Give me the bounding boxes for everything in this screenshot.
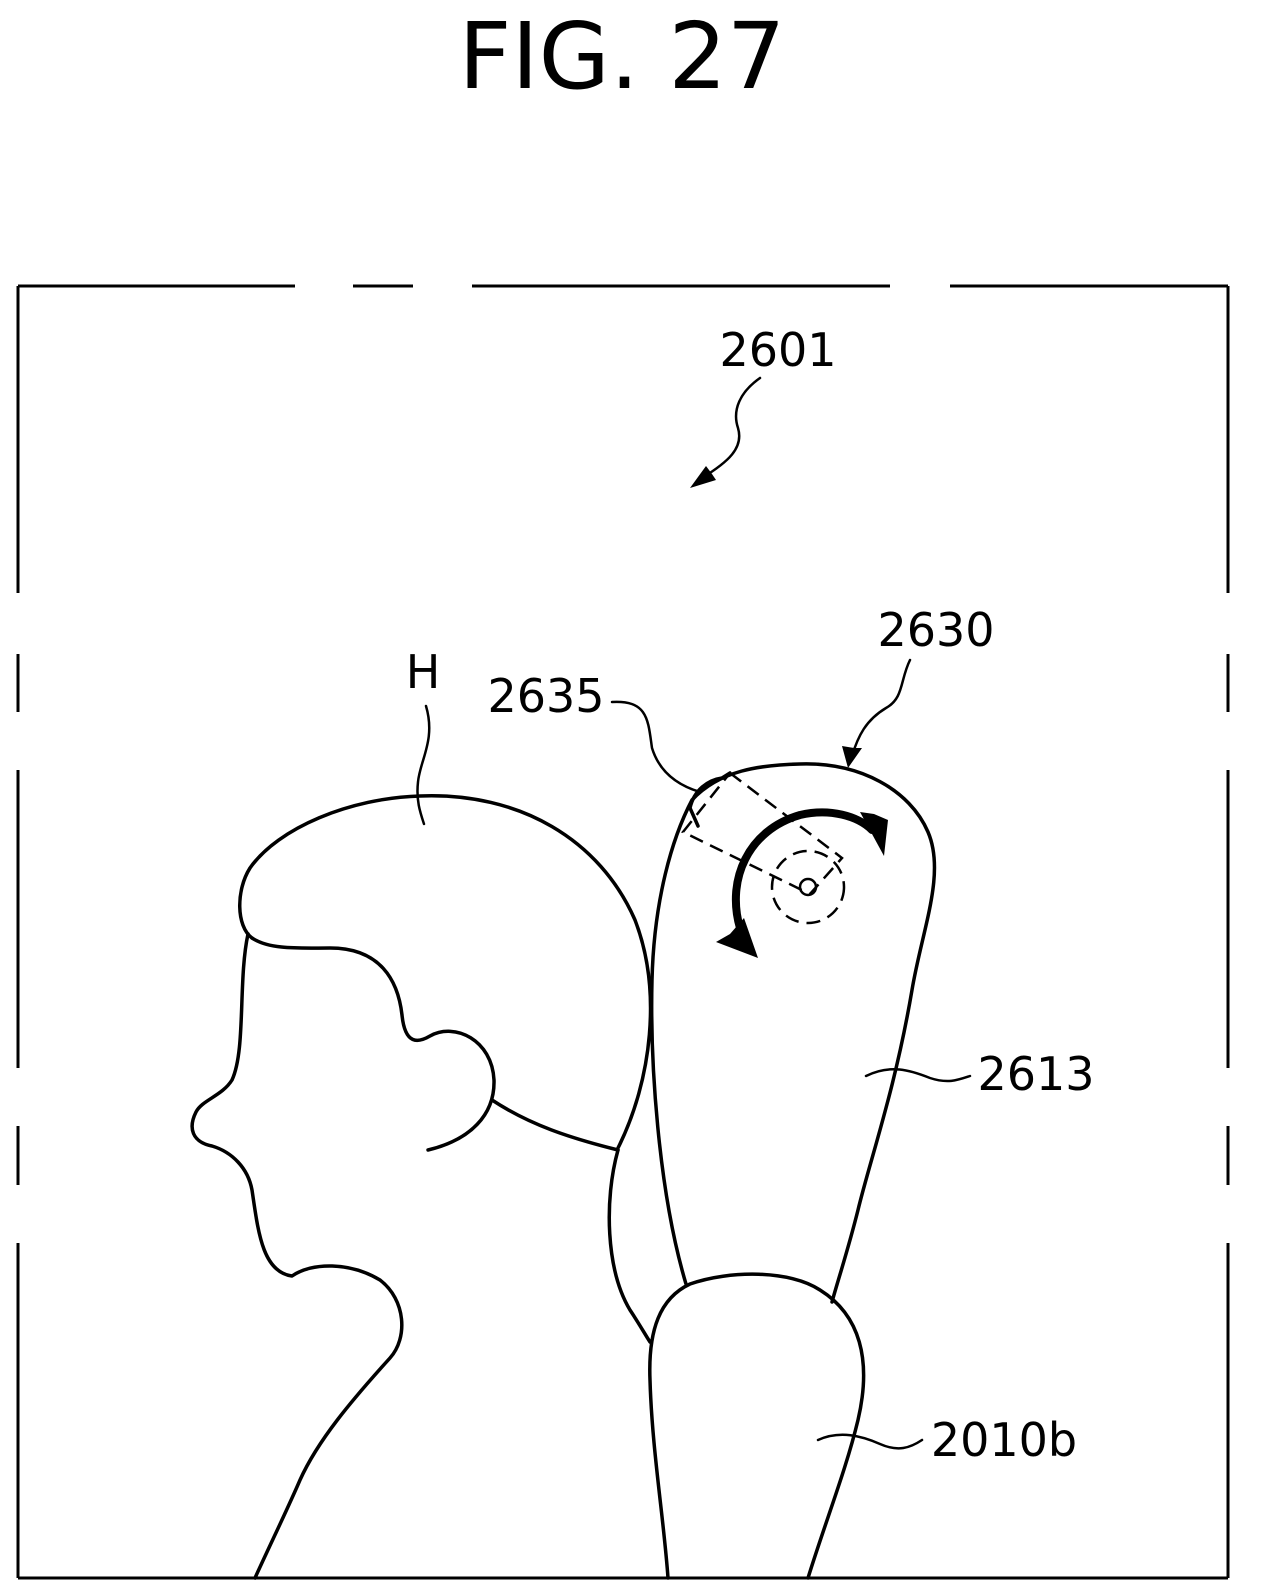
label-2613: 2613 bbox=[977, 1047, 1094, 1101]
leader-2010b bbox=[818, 1435, 922, 1449]
figure-title: FIG. 27 bbox=[459, 3, 786, 110]
rotation-center-dot bbox=[800, 879, 816, 895]
robot-body bbox=[650, 1274, 864, 1578]
person-head bbox=[192, 796, 650, 1578]
dashed-frame bbox=[18, 286, 1228, 1578]
leader-2635 bbox=[612, 702, 700, 792]
robot-arm bbox=[652, 764, 935, 1302]
label-2635: 2635 bbox=[487, 669, 604, 723]
leader-2613 bbox=[866, 1069, 970, 1081]
label-2601: 2601 bbox=[719, 323, 836, 377]
label-2010b: 2010b bbox=[931, 1413, 1077, 1467]
rotation-axis-circle bbox=[772, 851, 844, 923]
leader-2630 bbox=[842, 660, 910, 768]
leader-2601 bbox=[690, 378, 760, 488]
rotation-arrowhead-top bbox=[860, 812, 888, 856]
camera-lens bbox=[690, 773, 730, 826]
label-h: H bbox=[406, 645, 441, 699]
leader-h bbox=[417, 706, 429, 824]
label-2630: 2630 bbox=[877, 603, 994, 657]
